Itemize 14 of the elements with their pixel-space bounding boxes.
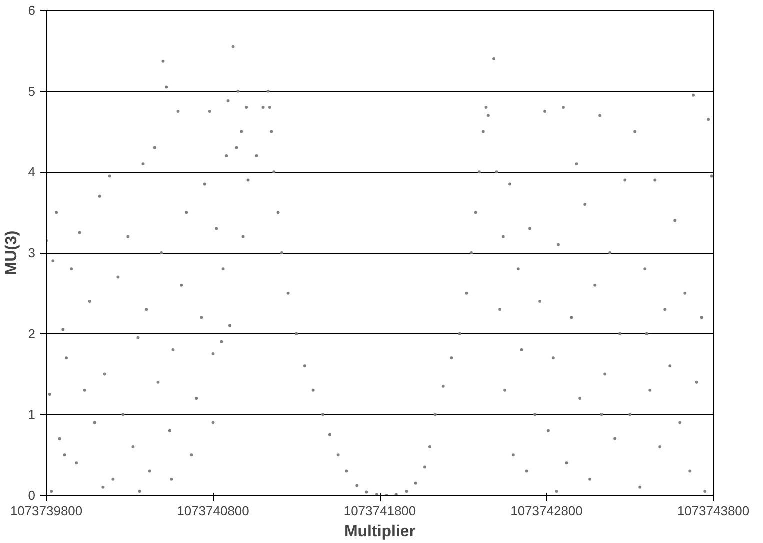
y-tick-label: 0 [28, 488, 36, 503]
x-tick-label: 1073740800 [177, 504, 250, 518]
x-tick-label: 1073743800 [677, 504, 750, 518]
x-tick-label: 1073739800 [10, 504, 83, 518]
y-tick-label: 6 [28, 3, 36, 18]
y-tick-label: 2 [28, 326, 36, 342]
y-axis-title: MU(3) [3, 230, 20, 276]
x-axis-title: Multiplier [344, 524, 416, 540]
x-tick-label: 1073741800 [344, 504, 416, 518]
y-tick-label: 5 [28, 84, 36, 99]
y-tick-label: 4 [28, 164, 36, 180]
x-tick-label: 1073742800 [510, 504, 583, 518]
y-tick-label: 1 [28, 407, 36, 422]
y-tick-label: 3 [28, 246, 36, 260]
